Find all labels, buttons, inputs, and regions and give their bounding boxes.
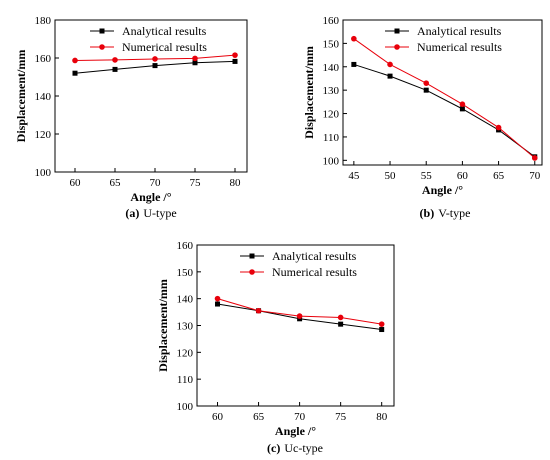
y-tick-label: 120 [177, 347, 194, 359]
chart-panel-3: 60 65 70 75 80 100 110 120 130 140 150 160 Angle /° D… [156, 240, 395, 455]
caption-text: U-type [143, 206, 176, 220]
x-tick-label: 70 [294, 411, 306, 423]
numerical-data-point [459, 101, 466, 107]
numerical-data-point [378, 321, 385, 327]
numerical-data-point [255, 307, 262, 314]
analytical-series-line [353, 63, 536, 158]
y-tick-label: 180 [35, 15, 52, 27]
legend-analytical-label: Analytical results [417, 24, 502, 38]
y-tick-label: 110 [323, 132, 340, 144]
y-tick-label: 100 [177, 401, 194, 413]
y-tick-label: 120 [323, 109, 340, 121]
y-tick-label: 100 [35, 167, 52, 179]
numerical-data-point [112, 57, 118, 63]
x-tick-label: 60 [70, 177, 82, 189]
legend-numerical-label: Numerical results [122, 40, 207, 54]
numerical-data-point [296, 313, 303, 319]
x-tick-label: 75 [190, 177, 202, 189]
panel-caption: (c) Uc-type [267, 441, 323, 455]
numerical-data-point [495, 124, 502, 131]
legend-circle-marker [394, 44, 400, 50]
x-tick-label: 80 [230, 177, 242, 189]
legend-circle-marker [99, 44, 105, 50]
caption-text: Uc-type [284, 441, 323, 455]
legend-square-marker [99, 28, 105, 34]
x-axis-label: Angle /° [275, 424, 316, 438]
x-axis-label: Angle /° [130, 190, 171, 204]
x-tick-label: 65 [493, 170, 505, 182]
numerical-data-point [232, 52, 238, 58]
legend-square-marker [394, 28, 400, 34]
x-tick-label: 80 [376, 411, 388, 423]
y-axis-label: Displacement/mm [14, 50, 28, 143]
y-tick-label: 140 [177, 294, 194, 306]
legend-analytical-label: Analytical results [272, 249, 357, 263]
numerical-data-point [423, 80, 430, 86]
y-axis-label: Displacement/mm [156, 279, 170, 372]
numerical-data-point [337, 314, 344, 321]
legend-square-marker [249, 253, 255, 259]
x-tick-label: 70 [529, 170, 541, 182]
numerical-data-point [214, 295, 221, 302]
analytical-data-point [351, 61, 357, 67]
analytical-data-point [423, 87, 429, 93]
y-tick-label: 160 [323, 15, 340, 27]
x-tick-label: 70 [150, 177, 162, 189]
y-tick-label: 140 [35, 91, 52, 103]
caption-letter: (a) [125, 206, 139, 220]
analytical-data-point [379, 327, 385, 333]
y-tick-label: 160 [35, 53, 52, 65]
x-tick-label: 55 [421, 170, 433, 182]
y-tick-label: 150 [323, 38, 340, 50]
analytical-data-point [387, 73, 393, 79]
x-tick-label: 45 [348, 170, 360, 182]
legend-numerical-label: Numerical results [272, 265, 357, 279]
numerical-data-point [351, 35, 357, 42]
chart-panel-1: 60 65 70 75 80 100 120 140 160 180 Angle /° Displac… [14, 15, 248, 220]
numerical-data-point [192, 55, 198, 62]
numerical-data-point [152, 56, 158, 62]
y-tick-label: 150 [177, 267, 194, 279]
x-tick-label: 65 [110, 177, 122, 189]
x-tick-label: 65 [253, 411, 265, 423]
analytical-data-point [152, 63, 158, 69]
numerical-series-line [353, 38, 536, 159]
analytical-data-point [338, 321, 344, 327]
x-tick-label: 50 [385, 170, 397, 182]
numerical-data-point [531, 155, 538, 161]
y-tick-label: 130 [177, 321, 194, 333]
x-tick-label: 75 [335, 411, 347, 423]
y-tick-label: 130 [323, 85, 340, 97]
y-tick-label: 100 [323, 155, 340, 167]
analytical-data-point [459, 106, 465, 112]
y-axis-label: Displacement/mm [302, 46, 316, 139]
legend-circle-marker [249, 269, 255, 275]
caption-letter: (c) [267, 441, 280, 455]
caption-text: V-type [438, 206, 470, 220]
y-tick-label: 140 [323, 62, 340, 74]
y-tick-label: 110 [177, 374, 194, 386]
y-tick-label: 120 [35, 129, 52, 141]
numerical-data-point [72, 57, 78, 64]
chart-panel-2: 45 50 55 60 65 70 100 110 120 130 140 150 160 Angle /… [302, 15, 543, 220]
caption-letter: (b) [420, 206, 435, 220]
panel-caption: (b) V-type [420, 206, 471, 220]
panel-caption: (a) U-type [125, 206, 176, 220]
analytical-data-point [112, 66, 118, 72]
y-tick-label: 160 [177, 240, 194, 252]
analytical-data-point [72, 70, 78, 76]
x-tick-label: 60 [212, 411, 224, 423]
analytical-data-point [232, 58, 238, 64]
legend-analytical-label: Analytical results [122, 24, 207, 38]
x-axis-label: Angle /° [422, 183, 463, 197]
legend-numerical-label: Numerical results [417, 40, 502, 54]
analytical-data-point [192, 60, 198, 66]
x-tick-label: 60 [457, 170, 469, 182]
plot-frame [342, 19, 543, 166]
numerical-data-point [387, 61, 393, 68]
analytical-data-point [215, 301, 221, 307]
